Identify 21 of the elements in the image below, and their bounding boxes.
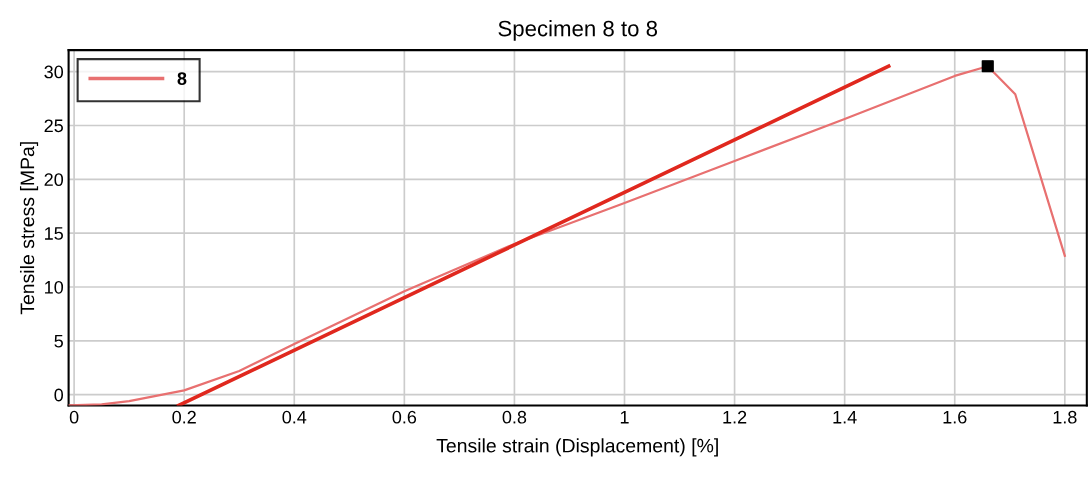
x-tick-label: 1 — [620, 410, 629, 424]
x-tick-label: 0.6 — [392, 410, 417, 424]
x-tick-label: 0.8 — [502, 410, 527, 424]
y-tick-label: 5 — [54, 334, 63, 348]
x-tick-label: 1.6 — [943, 410, 967, 424]
x-tick-label: 0.2 — [172, 410, 196, 424]
y-tick-label: 10 — [45, 280, 64, 294]
chart-title: Specimen 8 to 8 — [498, 20, 658, 41]
x-tick-label: 1.2 — [723, 410, 747, 424]
y-tick-label: 30 — [44, 65, 64, 79]
legend-label: 8 — [177, 72, 187, 86]
x-tick-label: 0.4 — [282, 410, 307, 424]
y-tick-label: 25 — [44, 119, 63, 133]
y-tick-label: 0 — [54, 388, 64, 402]
y-tick-label: 20 — [44, 173, 64, 187]
x-axis-title: Tensile strain (Displacement) [%] — [436, 438, 718, 457]
x-tick-label: 1.4 — [833, 410, 857, 424]
y-axis-title: Tensile stress [MPa] — [19, 142, 39, 315]
x-tick-label: 0 — [69, 410, 79, 424]
x-tick-label: 1.8 — [1053, 410, 1077, 424]
y-tick-label: 15 — [45, 227, 63, 240]
